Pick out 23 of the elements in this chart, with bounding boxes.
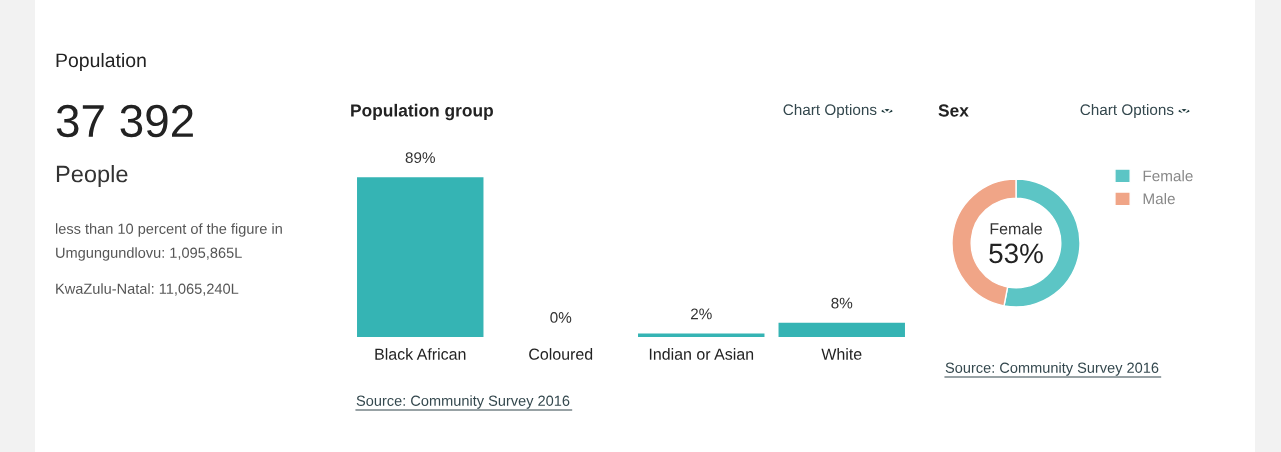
chart-title: Sex bbox=[938, 104, 969, 117]
text: Chart Options bbox=[1080, 103, 1174, 119]
chart-title: Population group bbox=[351, 103, 493, 121]
data-label: 2% bbox=[690, 308, 712, 320]
data-label: 89% bbox=[405, 152, 435, 164]
x-tick-label: Coloured bbox=[529, 348, 593, 360]
data-label: 0% bbox=[550, 312, 572, 323]
data-label: 8% bbox=[831, 297, 853, 309]
text: less than 10 percent of the figure in Umgungundlovu: 1,095,865L bbox=[55, 223, 282, 261]
source-note: Source: Community Survey 2016 bbox=[945, 362, 1159, 376]
legend-label: Male bbox=[1143, 192, 1175, 205]
text: 37 392 bbox=[56, 104, 193, 138]
legend-label: Female bbox=[1143, 170, 1193, 182]
x-tick-label: Indian or Asian bbox=[649, 348, 754, 360]
source-note: Source: Community Survey 2016 bbox=[356, 395, 570, 409]
text: Population bbox=[56, 52, 146, 72]
text: KwaZulu-Natal: 11,065,240L bbox=[56, 283, 239, 296]
x-tick-label: White bbox=[821, 348, 862, 360]
text: People bbox=[56, 164, 128, 187]
text: Female bbox=[990, 222, 1042, 235]
text: Chart Options bbox=[783, 103, 877, 119]
x-tick-label: Black African bbox=[375, 348, 466, 360]
text: 53% bbox=[989, 243, 1043, 264]
